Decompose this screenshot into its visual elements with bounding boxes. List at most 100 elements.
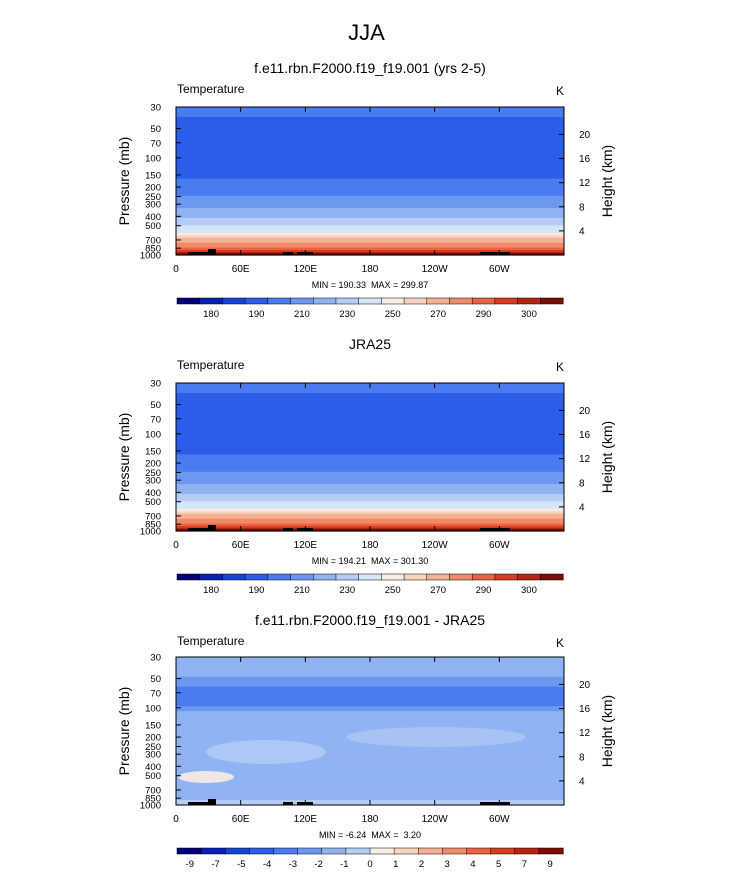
contour-band <box>176 245 564 249</box>
y-tick-label: 30 <box>150 103 161 114</box>
colorbar-swatch <box>471 573 496 581</box>
y-tick-label: 100 <box>145 429 161 440</box>
contour-band <box>176 230 564 234</box>
contour-band <box>176 213 564 217</box>
contour-band <box>176 726 564 730</box>
contour-band <box>176 171 564 175</box>
contour-band <box>176 222 564 226</box>
topography <box>188 802 208 805</box>
colorbar-swatch <box>517 573 541 581</box>
colorbar-swatch <box>273 847 299 855</box>
contour-band <box>176 772 564 776</box>
colorbar-label: 250 <box>385 309 401 320</box>
x-tick-label: 180 <box>362 540 379 551</box>
y-tick-label: 70 <box>150 688 161 699</box>
contour-band <box>176 461 564 465</box>
colorbar-label: 1 <box>393 859 398 870</box>
contour-band <box>346 727 526 747</box>
colorbar-label: 270 <box>430 585 446 596</box>
contour-band <box>176 168 564 172</box>
contour-band <box>176 415 564 419</box>
contour-band <box>176 203 564 207</box>
colorbar-swatch <box>449 297 473 305</box>
y-tick-label: 850 <box>145 794 161 805</box>
y-tick-label: 250 <box>145 192 161 203</box>
contour-band <box>176 795 564 799</box>
colorbar-label: 2 <box>419 859 424 870</box>
contour-band <box>176 116 564 120</box>
contour-band <box>176 395 564 399</box>
colorbar-swatch <box>538 847 564 855</box>
contour-band <box>176 457 564 461</box>
y-tick-label: 150 <box>145 720 161 731</box>
topography <box>480 528 510 531</box>
height-tick-label: 20 <box>579 406 591 417</box>
colorbar-swatch <box>540 297 564 305</box>
y-axis-right-title: Height (km) <box>599 421 615 493</box>
colorbar-swatch <box>321 847 347 855</box>
contour-band <box>176 711 564 715</box>
x-tick-label: 60W <box>489 540 510 551</box>
colorbar-label: 180 <box>203 309 219 320</box>
contour-band <box>176 698 564 702</box>
contour-band <box>176 452 564 456</box>
y-axis-title: Pressure (mb) <box>116 137 132 226</box>
colorbar-swatch <box>267 297 292 305</box>
contour-band <box>176 200 564 204</box>
contour-band <box>176 674 564 678</box>
x-tick-label: 120E <box>294 814 318 825</box>
height-tick-label: 8 <box>579 202 585 213</box>
panel-title: JRA25 <box>348 336 392 352</box>
contour-band <box>176 718 564 722</box>
contour-band <box>176 454 564 458</box>
colorbar-swatch <box>449 573 473 581</box>
contour-band <box>176 706 564 710</box>
colorbar-swatch <box>393 847 419 855</box>
contour-band <box>176 676 564 680</box>
y-tick-label: 150 <box>145 170 161 181</box>
contour-band <box>176 410 564 414</box>
height-tick-label: 20 <box>579 680 591 691</box>
contour-band <box>176 496 564 500</box>
colorbar-label: 9 <box>547 859 552 870</box>
contour-band <box>176 471 564 475</box>
colorbar-swatch <box>312 297 337 305</box>
colorbar-swatch <box>176 573 201 581</box>
colorbar-swatch <box>222 297 246 305</box>
contour-band <box>176 434 564 438</box>
contour-band <box>176 392 564 396</box>
contour-band <box>176 158 564 162</box>
contour-band <box>176 689 564 693</box>
contour-band <box>176 481 564 485</box>
contour-band <box>176 210 564 214</box>
panel-title: f.e11.rbn.F2000.f19_f19.001 (yrs 2-5) <box>254 60 486 76</box>
units-label: K <box>556 636 565 650</box>
colorbar-swatch <box>426 573 451 581</box>
colorbar-swatch <box>290 573 314 581</box>
colorbar-label: -3 <box>289 859 297 870</box>
contour-band <box>176 156 564 160</box>
contour-band <box>176 484 564 488</box>
colorbar-swatch <box>494 573 519 581</box>
contour-band <box>176 498 564 502</box>
contour-band <box>176 176 564 180</box>
colorbar-swatch <box>403 297 428 305</box>
y-tick-label: 200 <box>145 183 161 194</box>
colorbar-swatch <box>517 297 541 305</box>
y-tick-label: 1000 <box>140 251 161 262</box>
y-tick-label: 50 <box>150 400 161 411</box>
colorbar: 180 190 210 230 250 270 290 300 <box>176 573 564 596</box>
colorbar-swatch <box>244 297 269 305</box>
colorbar-swatch <box>335 297 360 305</box>
colorbar-label: 300 <box>521 309 537 320</box>
y-tick-label: 50 <box>150 674 161 685</box>
colorbar-swatch <box>176 847 202 855</box>
colorbar-swatch <box>345 847 371 855</box>
colorbar-swatch <box>466 847 492 855</box>
contour-band <box>176 139 564 143</box>
contour-band <box>176 420 564 424</box>
colorbar-swatch <box>176 297 201 305</box>
x-tick-label: 60E <box>232 814 250 825</box>
contour-band <box>176 745 564 749</box>
contour-band <box>176 679 564 683</box>
